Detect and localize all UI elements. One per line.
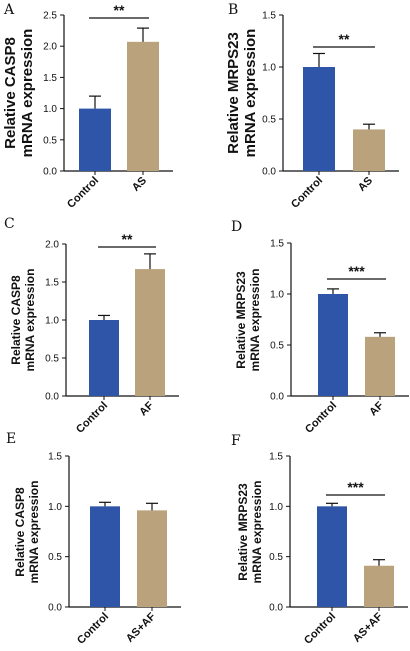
y-tick-label: 1.0 [269, 502, 283, 513]
x-tick-label: Control [75, 611, 111, 647]
panel-a: A Relative CASP8mRNA expression 0.0 0.5 1.0 1… [2, 2, 173, 211]
y-axis-label: Relative CASP8mRNA expression [2, 29, 36, 158]
bar-af [135, 269, 165, 396]
y-tick-label: 0.5 [43, 135, 57, 146]
panel-letter: D [231, 219, 242, 235]
x-tick-label: Control [289, 175, 325, 211]
significance-marker: ** [339, 31, 350, 47]
panel-letter: F [231, 433, 241, 449]
bar-af [365, 336, 395, 396]
y-tick-label: 0.0 [45, 392, 59, 403]
significance-marker: ** [114, 2, 125, 18]
y-tick-label: 0.5 [48, 552, 62, 563]
y-tick-label: 2.0 [43, 42, 57, 53]
y-tick-label: 0.0 [262, 167, 276, 178]
bar-control [318, 294, 348, 396]
y-tick-label: 0.0 [43, 167, 57, 178]
y-tick-label: 1.5 [270, 239, 284, 250]
y-tick-label: 1.5 [48, 452, 62, 463]
bar-control [89, 320, 119, 396]
y-tick-label: 2.0 [45, 240, 59, 251]
y-axis-label-line: Relative MRPS23 [234, 271, 248, 369]
y-axis-label: Relative MRPS23mRNA expression [234, 269, 262, 372]
x-tick-label: Control [303, 400, 339, 436]
panel-f: F Relative MRPS23mRNA expression 0.0 0.5 1.0… [231, 433, 408, 647]
y-tick-label: 1.0 [48, 502, 62, 513]
bar-control [303, 67, 335, 171]
x-tick-label: Control [302, 611, 338, 647]
x-tick-label: Control [74, 400, 110, 436]
panel-c: C Relative CASP8mRNA expression 0.0 0.5 1.0 1… [4, 216, 179, 436]
y-tick-label: 0.5 [45, 354, 59, 365]
bar-control [79, 108, 111, 171]
y-tick-label: 0.0 [269, 603, 283, 614]
y-tick-label: 1.0 [270, 290, 284, 301]
panel-letter: B [228, 2, 238, 18]
y-tick-label: 1.0 [262, 63, 276, 74]
y-axis-label: Relative CASP8mRNA expression [9, 269, 37, 372]
y-tick-label: 1.0 [43, 104, 57, 115]
bar-as-af [364, 565, 394, 607]
panel-letter: A [3, 2, 15, 18]
bar-control [317, 506, 347, 607]
y-axis-label-line: mRNA expression [248, 269, 262, 372]
y-axis-label: Relative CASP8mRNA expression [13, 481, 41, 584]
y-tick-label: 1.5 [43, 73, 57, 84]
y-tick-label: 2.5 [43, 11, 57, 22]
y-tick-label: 1.0 [45, 316, 59, 327]
x-tick-label: AS+AF [124, 610, 158, 644]
y-tick-label: 0.5 [270, 341, 284, 352]
panel-letter: C [4, 216, 15, 232]
y-axis-label-line: mRNA expression [19, 29, 36, 158]
bar-as-af [137, 510, 167, 607]
y-tick-label: 0.0 [270, 392, 284, 403]
y-axis-label-line: Relative CASP8 [2, 37, 19, 149]
x-tick-label: Control [65, 175, 101, 211]
y-axis-label-line: mRNA expression [250, 481, 264, 584]
significance-marker: *** [347, 479, 364, 495]
x-tick-label: AS+AF [351, 610, 385, 644]
panel-letter: E [6, 431, 16, 447]
x-tick-label: AF [367, 399, 386, 418]
y-axis-label-line: Relative CASP8 [13, 487, 27, 577]
bar-as [353, 129, 385, 171]
y-axis-label-line: mRNA expression [242, 29, 259, 158]
x-tick-label: AS [356, 175, 375, 194]
bar-control [90, 506, 120, 607]
bar-as [127, 41, 159, 171]
y-tick-label: 0.5 [269, 552, 283, 563]
panel-d: D Relative MRPS23mRNA expression 0.0 0.5 1.0… [231, 219, 409, 436]
y-axis-label-line: mRNA expression [27, 481, 41, 584]
y-axis-label: Relative MRPS23mRNA expression [225, 29, 259, 158]
x-tick-label: AF [137, 399, 156, 418]
y-tick-label: 1.5 [45, 278, 59, 289]
y-tick-label: 0.0 [48, 603, 62, 614]
x-tick-label: AS [130, 175, 149, 194]
y-axis-label-line: Relative CASP8 [9, 275, 23, 365]
y-tick-label: 1.5 [262, 11, 276, 22]
y-tick-label: 1.5 [269, 452, 283, 463]
significance-marker: *** [348, 263, 365, 279]
y-axis-label: Relative MRPS23mRNA expression [236, 481, 264, 584]
y-tick-label: 0.5 [262, 115, 276, 126]
y-axis-label-line: Relative MRPS23 [236, 483, 250, 581]
y-axis-label-line: Relative MRPS23 [225, 32, 242, 154]
panel-e: E Relative CASP8mRNA expression 0.0 0.5 1.0 1… [6, 431, 181, 647]
significance-marker: ** [122, 231, 133, 247]
y-axis-label-line: mRNA expression [23, 269, 37, 372]
